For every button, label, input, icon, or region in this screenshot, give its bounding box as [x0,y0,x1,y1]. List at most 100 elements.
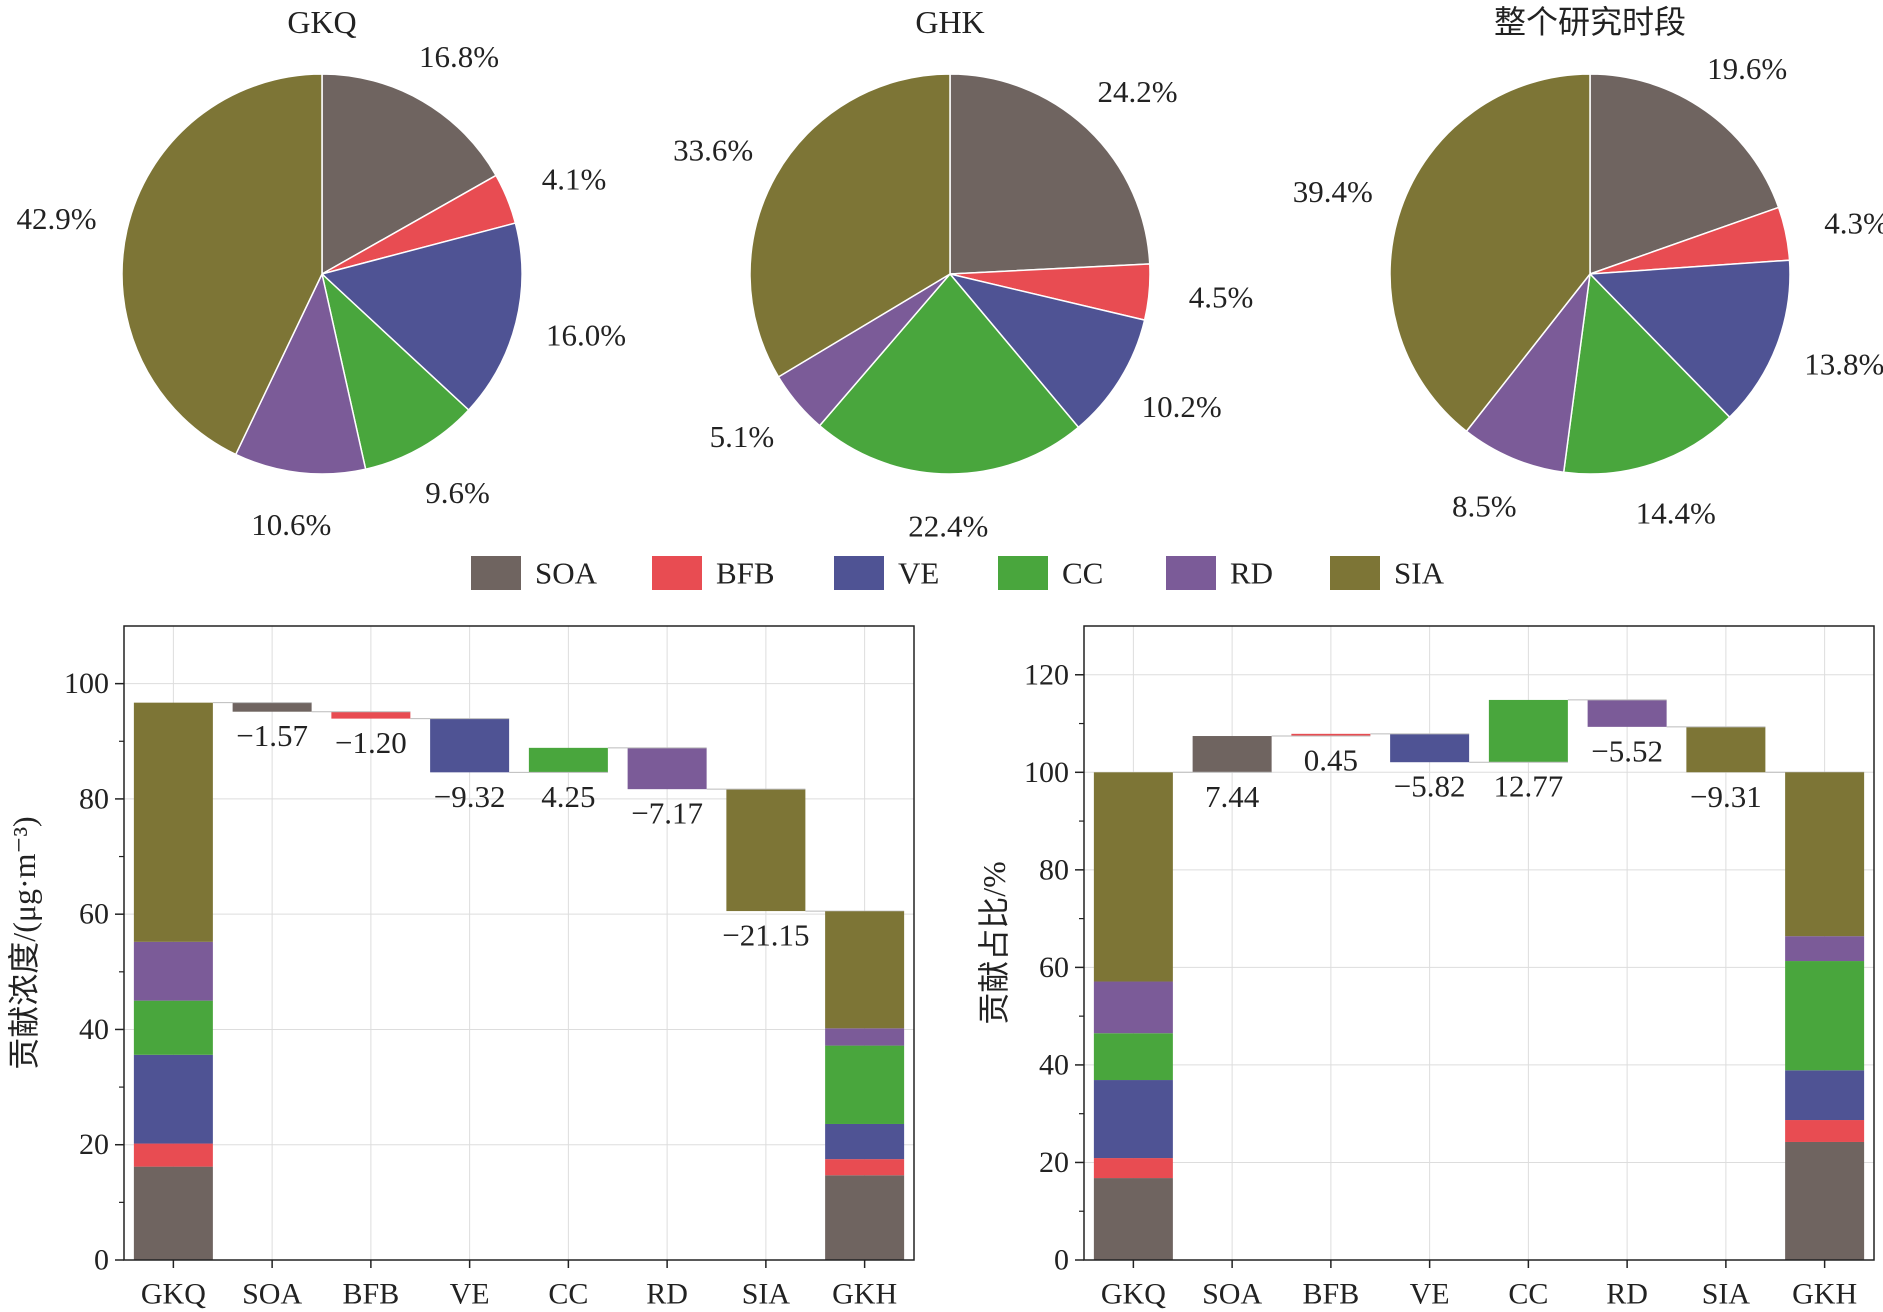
y-tick-label: 100 [64,667,109,700]
y-tick-label: 0 [94,1244,109,1277]
end-bar-segment-rd [825,1028,905,1046]
x-tick-label: GKH [1792,1278,1857,1311]
x-tick-label: SIA [742,1278,791,1311]
y-tick-label: 80 [1039,853,1069,886]
gridlines [124,626,914,1261]
step-value-label: 0.45 [1304,743,1358,778]
gridlines [1084,626,1874,1261]
start-bar-segment-sia [1093,772,1173,982]
pie-slice-label: 9.6% [425,475,490,510]
start-bar-segment-ve [133,1054,213,1144]
y-tick-label: 80 [79,782,109,815]
pie-slice-sia [121,73,323,456]
legend-swatch [998,556,1048,590]
pie-slice-sia [749,73,951,378]
step-bar-soa [232,702,312,712]
start-bar-segment-bfb [1093,1158,1173,1179]
y-tick-label: 120 [1024,658,1069,691]
step-bar-rd [1587,699,1667,727]
step-value-label: −9.31 [1690,779,1762,814]
end-bar-segment-rd [1785,936,1865,962]
start-bar-segment-cc [133,1000,213,1055]
start-bar-segment-rd [1093,981,1173,1034]
legend-swatch [1166,556,1216,590]
pie-charts: GKQ 16.8% 4.1% 16.0% 9.6% 10.6% 42.9% GHK 24.2% 4… [17,4,1883,543]
x-tick-label: GKQ [141,1278,206,1311]
pie-slice-sia [1389,73,1591,433]
step-bar-cc [528,747,608,773]
legend-label: SIA [1394,556,1445,591]
step-value-label: −5.52 [1591,733,1663,768]
pie-slice-label: 19.6% [1707,51,1787,86]
pie-slice-label: 16.0% [546,318,626,353]
pie-slice-label: 22.4% [908,508,988,543]
pie-slice-label: 39.4% [1293,174,1373,209]
pie-chart-3: 整个研究时段 19.6% 4.3% 13.8% 14.4% 8.5% 39.4% [1293,4,1883,531]
legend-item-ve: VE [834,556,939,591]
pie-slice-ve [947,272,1146,429]
start-bar-segment-soa [133,1166,213,1260]
end-bar-segment-ve [825,1123,905,1160]
start-bar-segment-sia [133,702,213,942]
y-axis-label: 贡献占比/% [976,861,1012,1025]
step-value-label: −1.20 [335,725,407,760]
end-bar-segment-soa [1785,1141,1865,1260]
y-tick-label: 40 [1039,1048,1069,1081]
end-bar-segment-sia [825,911,905,1029]
pie-slice-rd [234,271,367,475]
end-bar-segment-soa [825,1175,905,1260]
x-tick-label: RD [646,1278,688,1311]
y-tick-label: 0 [1054,1244,1069,1277]
x-tick-label: BFB [1303,1278,1360,1311]
step-value-label: −5.82 [1394,769,1466,804]
plot-frame [123,625,915,1261]
x-tick-label: VE [1410,1278,1450,1311]
pie-slice-label: 5.1% [710,419,775,454]
y-tick-label: 60 [79,898,109,931]
start-bar-segment-ve [1093,1080,1173,1159]
pie-slice-label: 16.8% [419,39,499,74]
pie-slice-cc [1562,272,1731,475]
step-bar-bfb [1291,733,1371,737]
pie-title: GKQ [287,4,356,40]
pie-chart-1: GKQ 16.8% 4.1% 16.0% 9.6% 10.6% 42.9% [17,4,627,542]
pie-slice-soa [321,73,498,276]
legend-item-bfb: BFB [652,556,775,591]
x-tick-label: CC [548,1278,588,1311]
y-tick-label: 60 [1039,951,1069,984]
legend-label: CC [1062,556,1103,591]
pie-slice-rd [1465,271,1592,474]
legend-item-sia: SIA [1330,556,1445,591]
pie-title: 整个研究时段 [1494,4,1686,40]
x-tick-label: CC [1508,1278,1548,1311]
legend-swatch [834,556,884,590]
waterfall-chart-share: 7.44 0.45 −5.82 12.77 −5.52 −9.31 0 20 40 60 80 100… [976,625,1875,1311]
legend-item-cc: CC [998,556,1103,591]
pie-slice-ve [320,222,523,412]
pie-slice-label: 10.6% [251,507,331,542]
pie-slice-label: 33.6% [673,132,753,167]
end-bar-segment-cc [825,1045,905,1124]
legend-item-soa: SOA [471,556,598,591]
x-tick-label: SIA [1702,1278,1751,1311]
x-tick-label: VE [450,1278,490,1311]
start-bar-segment-cc [1093,1033,1173,1081]
pie-slice-label: 10.2% [1142,389,1222,424]
step-value-label: −21.15 [722,918,809,953]
end-bar-segment-bfb [825,1159,905,1176]
step-value-label: −9.32 [434,779,506,814]
legend-swatch [1330,556,1380,590]
end-bar-segment-bfb [1785,1120,1865,1142]
legend-swatch [652,556,702,590]
start-bar-segment-bfb [133,1143,213,1167]
x-tick-label: SOA [1202,1278,1262,1311]
step-value-label: 12.77 [1494,769,1564,804]
y-tick-label: 100 [1024,756,1069,789]
legend: SOA BFB VE CC RD SIA [471,556,1445,591]
step-bar-ve [430,718,510,773]
pie-slice-label: 4.1% [542,162,607,197]
pie-slice-label: 42.9% [17,201,97,236]
plot-frame [1083,625,1875,1261]
step-value-label: 7.44 [1205,779,1260,814]
